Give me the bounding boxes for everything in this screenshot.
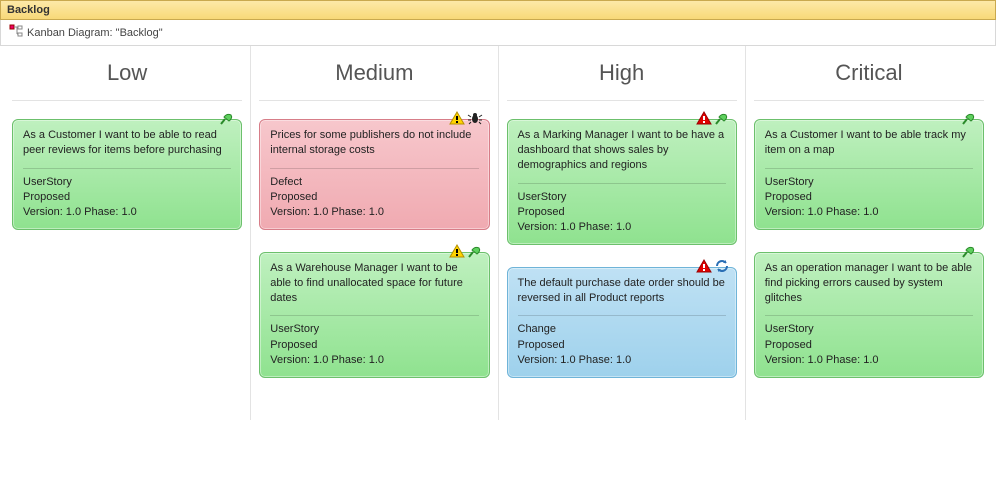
card-version: Version: 1.0 Phase: 1.0 [518,353,726,368]
window-titlebar: Backlog [0,0,996,20]
card-version: Version: 1.0 Phase: 1.0 [270,205,478,220]
breadcrumb-text: Kanban Diagram: "Backlog" [27,27,163,39]
card-status: Proposed [23,190,231,205]
alert-icon [696,110,712,126]
card-high-1[interactable]: The default purchase date order should b… [507,267,737,378]
kanban-board: Low As a Customer I want to be able to r… [0,46,996,420]
lane-medium: Medium Prices for some publishers do not… [251,46,498,420]
card-type: Change [518,322,726,337]
card-meta: UserStory Proposed Version: 1.0 Phase: 1… [765,322,973,368]
card-type: UserStory [765,322,973,337]
card-type: UserStory [23,175,231,190]
card-status: Proposed [270,338,478,353]
pin-icon [961,110,977,126]
card-version: Version: 1.0 Phase: 1.0 [270,353,478,368]
card-status: Proposed [765,190,973,205]
lane-high: High As a Marking Manager I want to be h… [499,46,746,420]
bug-icon [467,110,483,126]
lane-low: Low As a Customer I want to be able to r… [4,46,251,420]
card-title: The default purchase date order should b… [518,276,726,306]
pin-icon [961,243,977,259]
card-medium-1[interactable]: As a Warehouse Manager I want to be able… [259,252,489,378]
card-type: UserStory [765,175,973,190]
card-status: Proposed [518,205,726,220]
lane-header-medium: Medium [259,46,489,101]
card-meta: UserStory Proposed Version: 1.0 Phase: 1… [765,175,973,221]
alert-icon [696,258,712,274]
card-medium-0[interactable]: Prices for some publishers do not includ… [259,119,489,230]
card-title: As a Marking Manager I want to be have a… [518,128,726,173]
pin-icon [714,110,730,126]
card-title: As a Warehouse Manager I want to be able… [270,261,478,306]
card-critical-1[interactable]: As an operation manager I want to be abl… [754,252,984,378]
diagram-tree-icon [9,24,23,41]
card-status: Proposed [765,338,973,353]
lane-header-critical: Critical [754,46,984,101]
card-type: Defect [270,175,478,190]
card-meta: UserStory Proposed Version: 1.0 Phase: 1… [518,190,726,236]
card-meta: Defect Proposed Version: 1.0 Phase: 1.0 [270,175,478,221]
warning-icon [449,110,465,126]
card-high-0[interactable]: As a Marking Manager I want to be have a… [507,119,737,245]
card-type: UserStory [270,322,478,337]
lane-critical: Critical As a Customer I want to be able… [746,46,992,420]
card-version: Version: 1.0 Phase: 1.0 [518,220,726,235]
card-title: As a Customer I want to be able to read … [23,128,231,158]
card-low-0[interactable]: As a Customer I want to be able to read … [12,119,242,230]
card-meta: UserStory Proposed Version: 1.0 Phase: 1… [270,322,478,368]
card-status: Proposed [270,190,478,205]
lane-header-high: High [507,46,737,101]
card-critical-0[interactable]: As a Customer I want to be able track my… [754,119,984,230]
card-status: Proposed [518,338,726,353]
card-version: Version: 1.0 Phase: 1.0 [765,353,973,368]
card-meta: UserStory Proposed Version: 1.0 Phase: 1… [23,175,231,221]
window-title: Backlog [7,4,50,16]
pin-icon [219,110,235,126]
card-version: Version: 1.0 Phase: 1.0 [23,205,231,220]
cycle-icon [714,258,730,274]
card-title: As an operation manager I want to be abl… [765,261,973,306]
card-version: Version: 1.0 Phase: 1.0 [765,205,973,220]
breadcrumb: Kanban Diagram: "Backlog" [0,20,996,46]
card-title: As a Customer I want to be able track my… [765,128,973,158]
pin-icon [467,243,483,259]
card-title: Prices for some publishers do not includ… [270,128,478,158]
card-meta: Change Proposed Version: 1.0 Phase: 1.0 [518,322,726,368]
card-type: UserStory [518,190,726,205]
warning-icon [449,243,465,259]
lane-header-low: Low [12,46,242,101]
